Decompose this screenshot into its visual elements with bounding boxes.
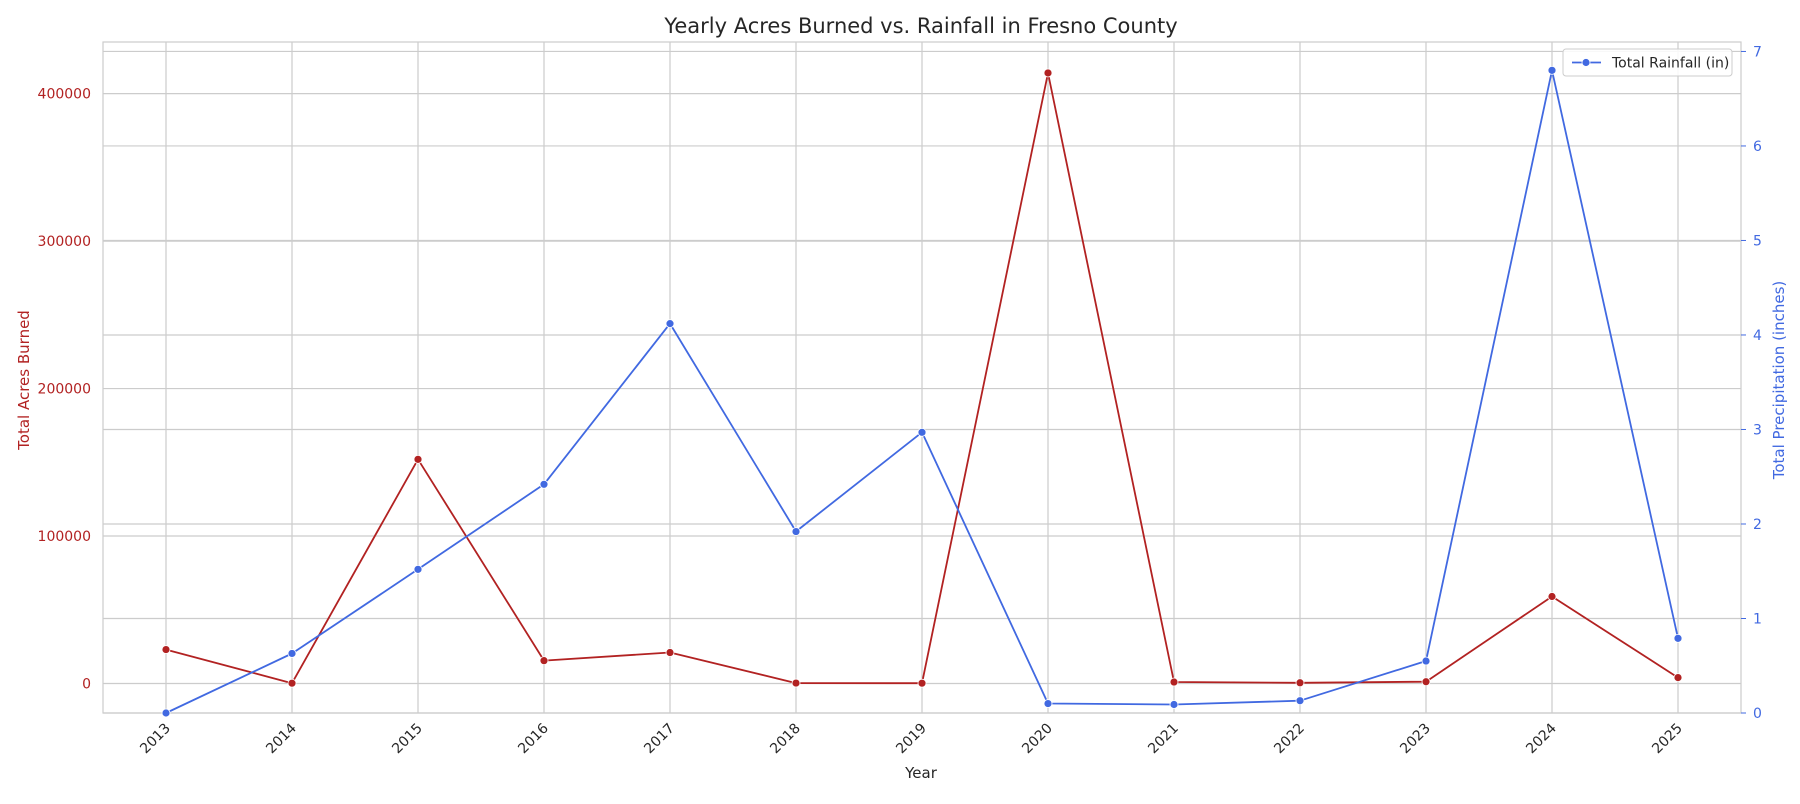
x-tick-label: 2023 — [1397, 721, 1434, 758]
x-tick-label: 2016 — [515, 720, 552, 757]
rainfall-point — [1169, 700, 1179, 709]
x-tick-label: 2021 — [1145, 721, 1182, 758]
chart-title: Yearly Acres Burned vs. Rainfall in Fres… — [663, 14, 1177, 38]
x-tick-label: 2015 — [389, 721, 426, 758]
y-right-tick-label: 3 — [1753, 422, 1762, 438]
y-left-tick-label: 200000 — [38, 382, 91, 398]
y-right-tick-label: 1 — [1753, 611, 1762, 627]
rainfall-point — [413, 564, 423, 574]
acres-burned-point — [1547, 592, 1557, 601]
y-right-tick-label: 0 — [1753, 706, 1762, 722]
y-axis-right-title: Total Precipitation (inches) — [1770, 281, 1788, 481]
y-right-tick-label: 4 — [1753, 328, 1762, 344]
x-tick-label: 2022 — [1271, 721, 1308, 758]
x-tick-label: 2017 — [641, 721, 678, 758]
rainfall-point — [1673, 633, 1683, 643]
rainfall-point — [1295, 696, 1305, 706]
acres-burned-point — [1673, 673, 1683, 683]
rainfall-point — [665, 319, 675, 329]
rainfall-point — [539, 479, 549, 489]
acres-burned-point — [665, 648, 675, 657]
acres-burned-point — [1295, 678, 1305, 688]
acres-burned-point — [791, 678, 801, 688]
y-axis-left-title: Total Acres Burned — [15, 310, 33, 451]
x-tick-label: 2019 — [893, 721, 930, 758]
legend: Total Rainfall (in) — [1562, 48, 1733, 77]
x-tick-label: 2013 — [137, 721, 174, 758]
x-tick-label: 2018 — [767, 721, 804, 758]
y-left-tick-label: 0 — [82, 677, 91, 693]
grid-lines — [103, 42, 1741, 714]
rainfall-point — [1547, 65, 1557, 75]
acres-burned-point — [287, 678, 297, 688]
y-left-tick-label: 100000 — [38, 529, 91, 545]
rainfall-point — [161, 708, 171, 718]
rainfall-point — [287, 649, 297, 658]
rainfall-point — [1043, 699, 1053, 708]
acres-burned-point — [161, 645, 171, 654]
acres-burned-point — [1043, 68, 1053, 78]
rainfall-point — [1421, 656, 1431, 666]
x-tick-label: 2024 — [1523, 720, 1560, 757]
plot-frame — [102, 41, 1742, 714]
rainfall-point — [917, 427, 927, 437]
y-right-tick-label: 6 — [1753, 139, 1762, 155]
acres-burned-point — [1169, 677, 1179, 687]
acres-burned-point — [1421, 677, 1431, 687]
acres-burned-point — [539, 656, 549, 666]
acres-burned-point — [917, 678, 927, 688]
x-tick-label: 2025 — [1649, 721, 1686, 758]
legend-label-rainfall: Total Rainfall (in) — [1611, 56, 1729, 72]
series-layer — [161, 65, 1683, 718]
legend-box — [1562, 48, 1733, 77]
x-tick-label: 2020 — [1019, 721, 1056, 758]
x-axis-title: Year — [904, 764, 938, 782]
rainfall-point — [791, 527, 801, 536]
acres-burned-point — [413, 454, 423, 464]
y-right-tick-label: 2 — [1753, 517, 1762, 533]
y-right-tick-label: 7 — [1753, 44, 1762, 60]
y-right-tick-label: 5 — [1753, 233, 1762, 249]
x-tick-label: 2014 — [263, 720, 300, 757]
y-left-tick-label: 400000 — [38, 87, 91, 103]
y-left-tick-label: 300000 — [38, 234, 91, 250]
legend-swatch-marker — [1581, 58, 1591, 67]
